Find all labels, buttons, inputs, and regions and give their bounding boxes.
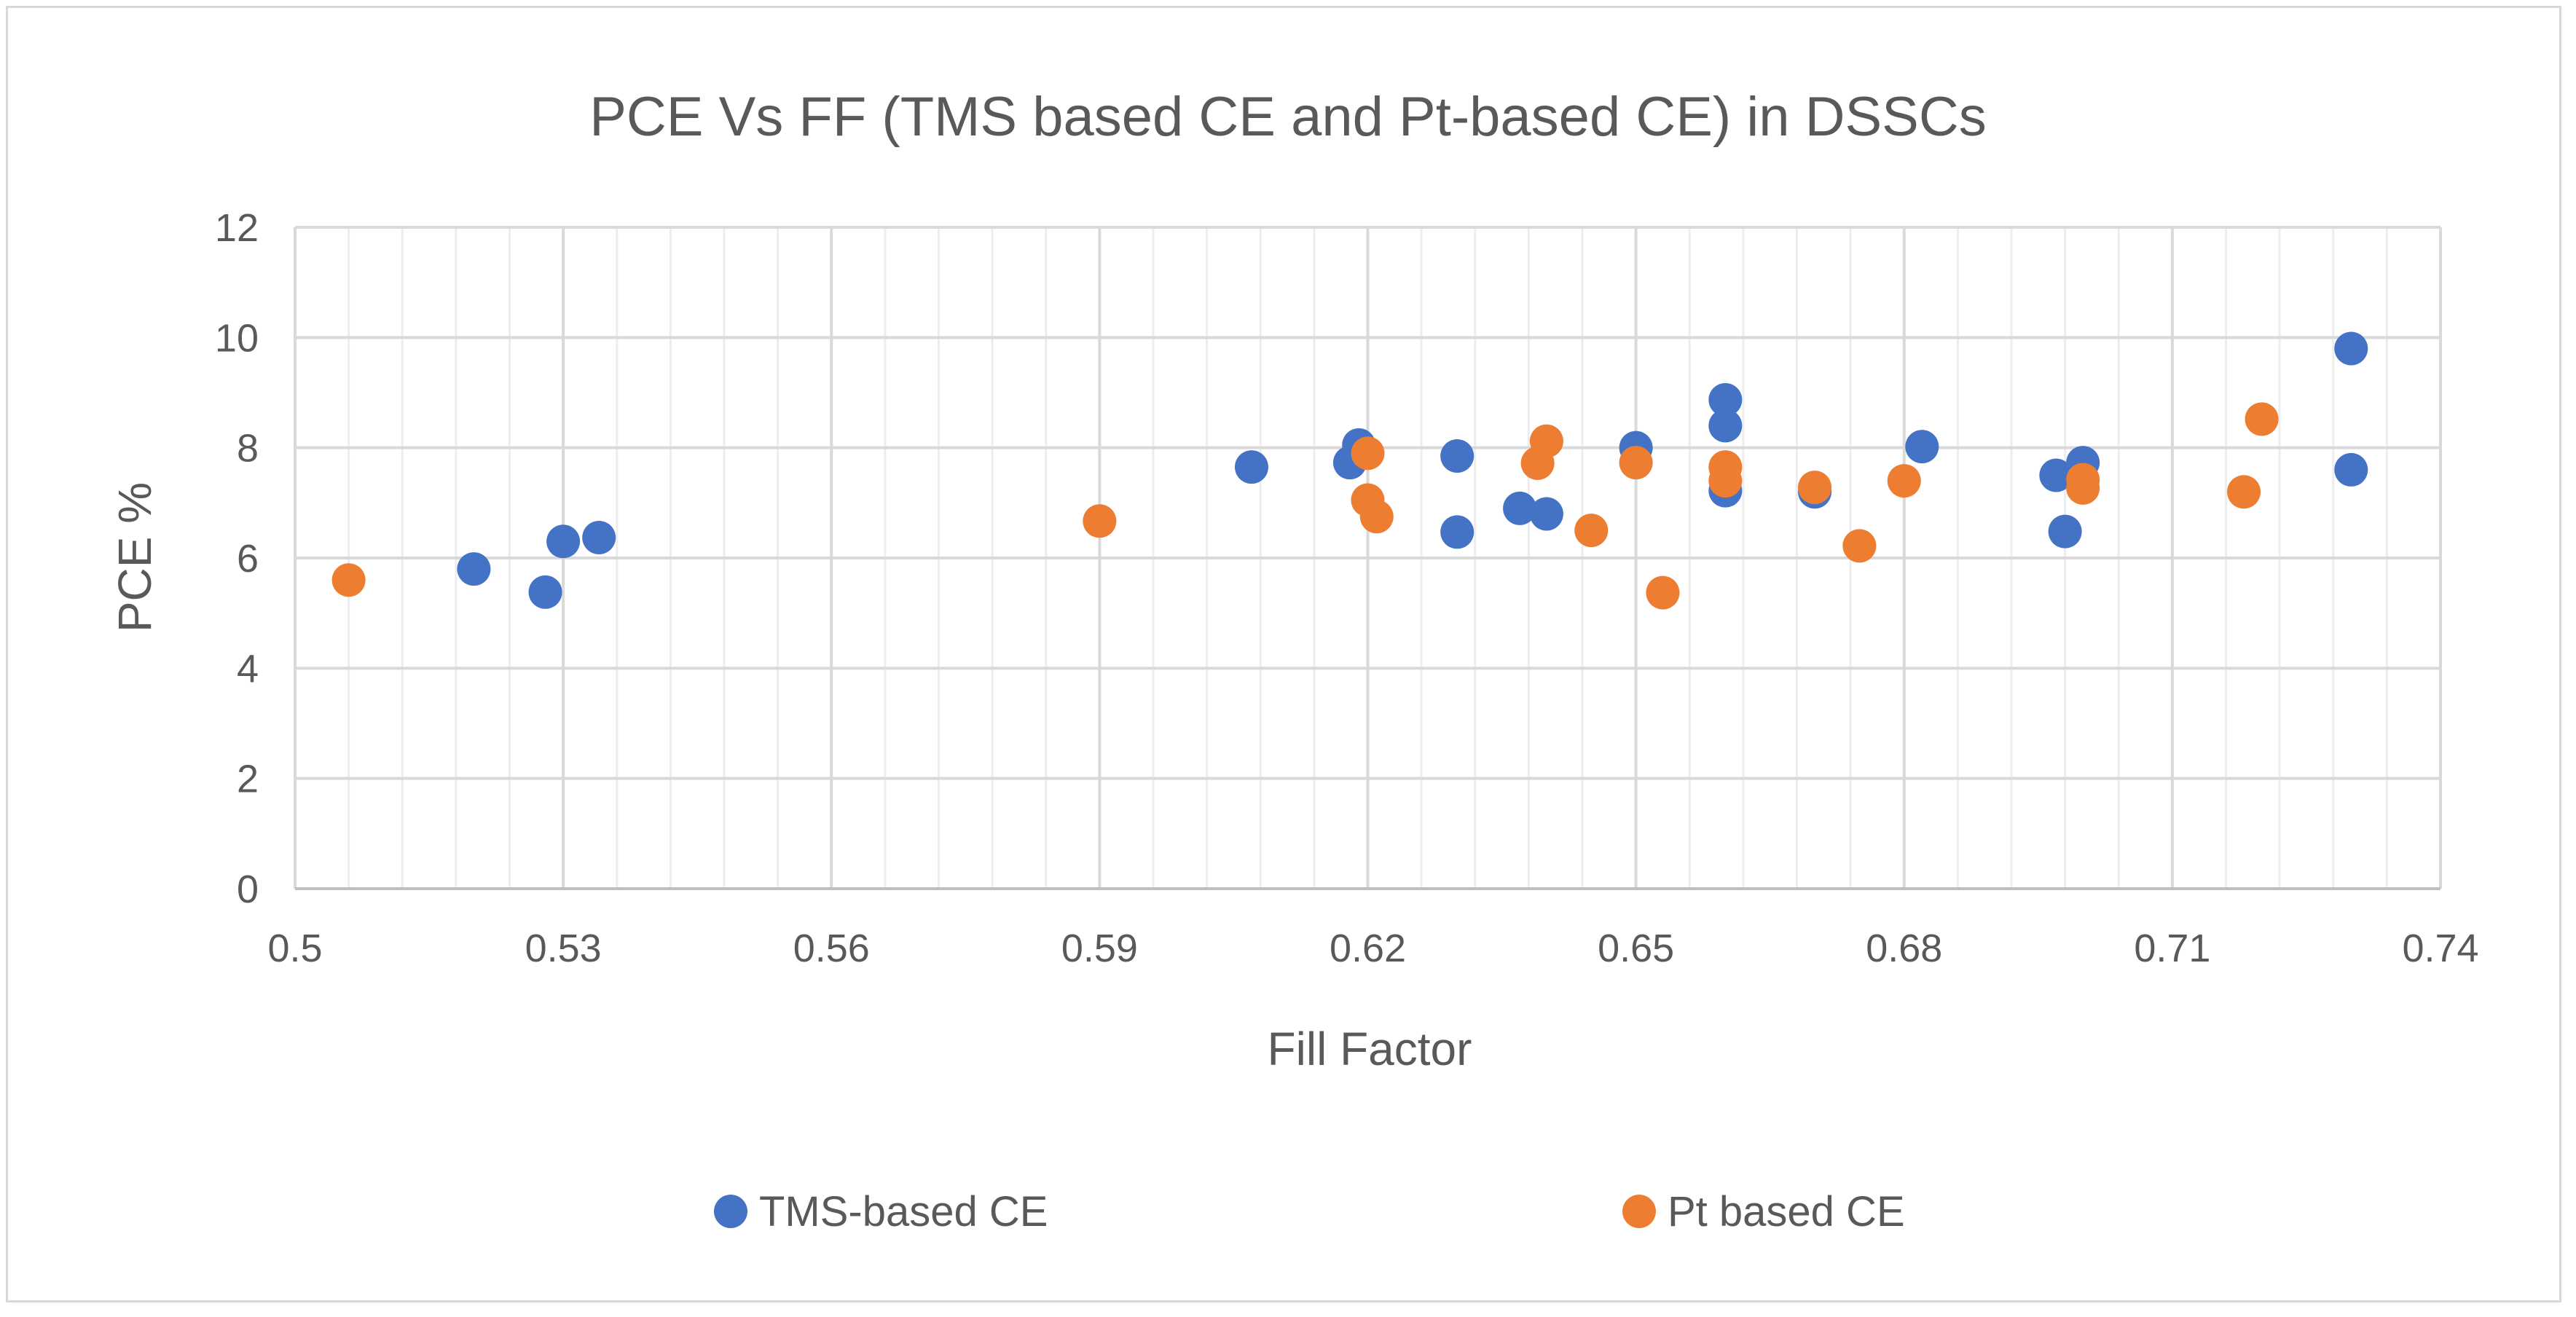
legend-marker-pt bbox=[1622, 1195, 1656, 1228]
x-tick-label: 0.71 bbox=[2134, 927, 2210, 970]
x-tick-label: 0.5 bbox=[267, 927, 322, 970]
pt-data-point bbox=[1887, 464, 1921, 498]
pt-data-point bbox=[1646, 575, 1680, 610]
x-tick-label: 0.74 bbox=[2402, 927, 2478, 970]
tms-data-point bbox=[1708, 409, 1743, 443]
x-tick-label: 0.62 bbox=[1330, 927, 1406, 970]
tms-data-point bbox=[1234, 450, 1268, 484]
tms-data-point bbox=[457, 552, 491, 586]
x-axis-title: Fill Factor bbox=[1268, 1023, 1472, 1075]
chart-frame bbox=[6, 6, 2561, 1302]
pt-data-point bbox=[1359, 500, 1394, 534]
tms-data-point bbox=[546, 524, 581, 559]
tms-data-point bbox=[1440, 439, 1474, 473]
pt-data-point bbox=[1529, 424, 1563, 458]
axes bbox=[294, 227, 2440, 890]
tms-data-point bbox=[1440, 515, 1474, 549]
tms-data-point bbox=[582, 521, 616, 555]
pt-data-point bbox=[1798, 471, 1832, 505]
pt-data-point bbox=[1083, 504, 1117, 538]
tms-data-point bbox=[1708, 382, 1743, 417]
y-tick-label: 10 bbox=[215, 316, 259, 360]
x-tick-label: 0.56 bbox=[793, 927, 870, 970]
tms-data-point bbox=[2334, 452, 2368, 487]
y-axis-title: PCE % bbox=[109, 482, 161, 632]
pt-data-point bbox=[1842, 529, 1877, 563]
chart-title: PCE Vs FF (TMS based CE and Pt-based CE)… bbox=[589, 86, 1987, 148]
tms-data-point bbox=[2039, 458, 2073, 492]
pt-data-point bbox=[1708, 464, 1743, 498]
tms-data-point bbox=[1529, 497, 1563, 531]
data-points bbox=[331, 331, 2368, 610]
y-tick-label: 0 bbox=[237, 868, 259, 911]
pt-data-point bbox=[1619, 446, 1653, 480]
tms-data-point bbox=[2334, 331, 2368, 366]
y-tick-label: 2 bbox=[237, 758, 259, 801]
y-tick-label: 6 bbox=[237, 537, 259, 581]
pt-data-point bbox=[1574, 514, 1609, 548]
legend-label-pt: Pt based CE bbox=[1668, 1188, 1905, 1235]
x-tick-label: 0.53 bbox=[525, 927, 602, 970]
legend: TMS-based CE Pt based CE bbox=[714, 1188, 1905, 1235]
pt-data-point bbox=[2245, 402, 2279, 436]
y-tick-labels: 0 2 4 6 8 10 12 bbox=[215, 206, 259, 911]
legend-marker-tms bbox=[714, 1195, 747, 1228]
x-tick-labels: 0.5 0.53 0.56 0.59 0.62 0.65 0.68 0.71 0.74 bbox=[267, 927, 2478, 970]
major-gridlines bbox=[295, 226, 2442, 889]
pt-data-point bbox=[1351, 436, 1385, 471]
tms-data-point bbox=[2048, 514, 2082, 549]
y-tick-label: 4 bbox=[237, 647, 259, 691]
tms-data-point bbox=[1905, 430, 1939, 464]
y-tick-label: 12 bbox=[215, 206, 259, 250]
y-tick-label: 8 bbox=[237, 427, 259, 471]
x-tick-label: 0.68 bbox=[1866, 927, 1942, 970]
pt-data-point bbox=[2227, 475, 2261, 509]
legend-label-tms: TMS-based CE bbox=[759, 1188, 1048, 1235]
pt-data-point bbox=[2066, 471, 2100, 505]
pt-data-point bbox=[331, 563, 366, 597]
x-tick-label: 0.59 bbox=[1061, 927, 1138, 970]
tms-data-point bbox=[528, 575, 562, 609]
x-tick-label: 0.65 bbox=[1598, 927, 1674, 970]
tms-data-point bbox=[1503, 491, 1537, 525]
